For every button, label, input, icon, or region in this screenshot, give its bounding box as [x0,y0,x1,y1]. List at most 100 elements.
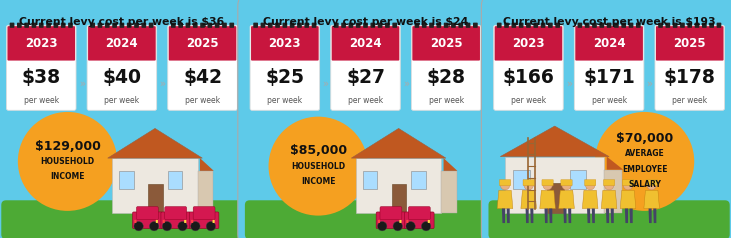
FancyBboxPatch shape [260,23,265,28]
FancyBboxPatch shape [87,25,156,110]
Text: »: » [403,79,409,89]
FancyBboxPatch shape [614,23,618,28]
Text: per week: per week [105,96,140,105]
FancyBboxPatch shape [393,23,397,28]
FancyBboxPatch shape [412,25,481,110]
FancyBboxPatch shape [330,25,401,110]
Text: »: » [566,79,572,89]
FancyBboxPatch shape [575,26,643,60]
Polygon shape [526,208,529,223]
FancyBboxPatch shape [363,23,368,28]
FancyBboxPatch shape [168,171,182,189]
FancyBboxPatch shape [378,220,380,223]
Text: $166: $166 [502,68,554,87]
Text: 2023: 2023 [268,37,301,50]
FancyBboxPatch shape [88,26,156,60]
FancyBboxPatch shape [716,23,721,28]
FancyBboxPatch shape [7,26,75,60]
FancyBboxPatch shape [422,23,427,28]
FancyBboxPatch shape [622,179,634,186]
Text: per week: per week [511,96,546,105]
Circle shape [377,222,387,231]
FancyBboxPatch shape [142,23,146,28]
Polygon shape [200,158,213,171]
Text: $70,000: $70,000 [616,132,673,145]
Polygon shape [530,208,534,223]
FancyBboxPatch shape [429,23,434,28]
FancyBboxPatch shape [412,171,426,189]
Circle shape [500,181,510,190]
Text: 2025: 2025 [430,37,463,50]
Polygon shape [444,158,458,171]
FancyBboxPatch shape [149,23,154,28]
FancyBboxPatch shape [91,23,95,28]
FancyBboxPatch shape [120,23,124,28]
FancyBboxPatch shape [0,0,249,238]
FancyBboxPatch shape [399,220,401,223]
Text: Current levy cost per week is $24: Current levy cost per week is $24 [263,16,468,26]
FancyBboxPatch shape [694,23,700,28]
Circle shape [178,222,187,231]
FancyBboxPatch shape [135,220,137,223]
Text: »: » [79,79,85,89]
FancyBboxPatch shape [137,207,159,220]
Polygon shape [654,208,656,223]
Text: SALARY: SALARY [628,180,661,189]
Polygon shape [497,190,513,208]
Text: 2024: 2024 [349,37,382,50]
Text: per week: per week [23,96,58,105]
Circle shape [18,112,117,211]
FancyBboxPatch shape [673,23,678,28]
Circle shape [162,222,172,231]
FancyBboxPatch shape [119,171,134,189]
Polygon shape [352,129,446,158]
FancyBboxPatch shape [548,23,553,28]
FancyBboxPatch shape [371,23,375,28]
FancyBboxPatch shape [356,23,360,28]
Circle shape [191,222,200,231]
Polygon shape [625,208,628,223]
Text: $42: $42 [183,68,222,87]
FancyBboxPatch shape [178,23,183,28]
FancyBboxPatch shape [629,23,633,28]
Circle shape [624,181,633,190]
FancyBboxPatch shape [603,179,615,186]
FancyBboxPatch shape [282,23,287,28]
FancyBboxPatch shape [250,25,319,110]
Polygon shape [113,158,197,213]
Text: $129,000: $129,000 [34,140,100,153]
FancyBboxPatch shape [363,171,377,189]
Text: INCOME: INCOME [301,177,336,186]
Polygon shape [545,208,548,223]
FancyBboxPatch shape [488,200,730,238]
Text: AVERAGE: AVERAGE [625,149,664,158]
FancyBboxPatch shape [193,207,215,220]
Text: Current levy cost per week is $36: Current levy cost per week is $36 [19,16,224,26]
Circle shape [421,222,431,231]
FancyBboxPatch shape [458,23,463,28]
Polygon shape [605,170,622,213]
FancyBboxPatch shape [334,23,338,28]
Text: Current levy cost per week is $193: Current levy cost per week is $193 [503,16,716,26]
Circle shape [206,222,216,231]
FancyBboxPatch shape [607,23,611,28]
Circle shape [149,222,159,231]
Text: INCOME: INCOME [50,172,85,181]
FancyBboxPatch shape [444,23,449,28]
Circle shape [595,112,694,211]
FancyBboxPatch shape [575,25,644,110]
Text: 2024: 2024 [105,37,138,50]
Polygon shape [629,208,633,223]
FancyBboxPatch shape [200,23,205,28]
FancyBboxPatch shape [268,23,273,28]
FancyBboxPatch shape [513,170,530,189]
Text: per week: per week [673,96,708,105]
Polygon shape [568,208,571,223]
FancyBboxPatch shape [156,220,158,223]
FancyBboxPatch shape [105,23,110,28]
Circle shape [605,181,614,190]
Polygon shape [620,190,636,208]
FancyBboxPatch shape [7,25,76,110]
FancyBboxPatch shape [523,179,534,186]
FancyBboxPatch shape [428,220,430,223]
